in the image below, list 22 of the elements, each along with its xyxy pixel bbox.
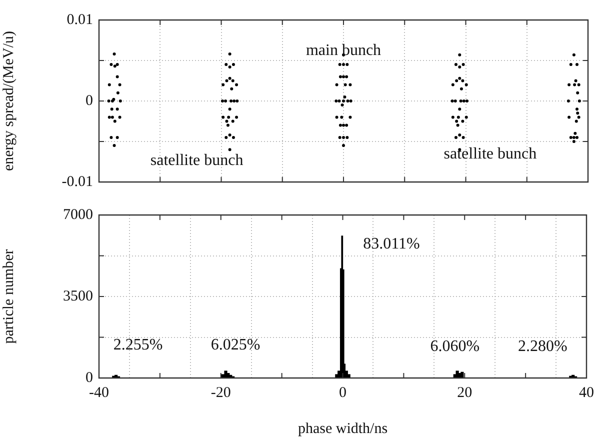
- x-tick-label: -40: [89, 384, 109, 401]
- x-tick-label: 0: [339, 384, 346, 401]
- y-tick-label: 0: [86, 370, 93, 386]
- y-tick-label: 3500: [63, 288, 93, 304]
- annotation: main bunch: [306, 42, 382, 59]
- x-tick-label: 20: [457, 384, 472, 401]
- annotation: 6.025%: [210, 336, 260, 354]
- x-tick-label: -20: [210, 384, 231, 401]
- y-tick-label: 7000: [63, 206, 93, 223]
- y-tick-label: -0.01: [62, 174, 93, 190]
- annotation: 83.011%: [363, 236, 420, 253]
- y-axis-title: energy spread/(MeV/u): [0, 30, 17, 172]
- x-tick-label: 40: [579, 384, 594, 401]
- annotation: satellite bunch: [444, 146, 537, 163]
- x-axis-title: phase width/ns: [298, 420, 388, 437]
- annotation: 6.060%: [430, 338, 480, 356]
- annotation: satellite bunch: [150, 152, 244, 170]
- y-tick-label: 0: [86, 92, 93, 109]
- y-tick-label: 0.01: [66, 12, 93, 28]
- y-axis-title: particle number: [0, 249, 17, 344]
- annotation: 2.280%: [518, 338, 568, 356]
- annotation: 2.255%: [113, 336, 163, 354]
